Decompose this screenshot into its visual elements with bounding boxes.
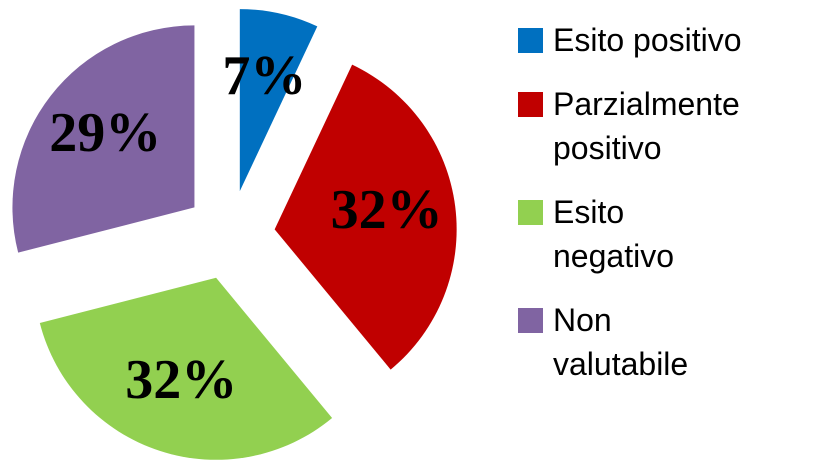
value-label: 32% [125,349,237,411]
value-label: 7% [222,45,306,107]
legend-swatch [518,200,543,225]
legend-item: Esito negativo [518,190,808,278]
legend-item: Non valutabile [518,298,808,386]
legend-item: Parzialmente positivo [518,82,808,170]
legend-label: Non valutabile [553,302,689,382]
legend-swatch [518,308,543,333]
pie-slice [39,277,333,460]
legend: Esito positivo Parzialmente positivo Esito… [518,18,808,406]
legend-swatch [518,92,543,117]
pie-slice [12,25,195,253]
legend-swatch [518,28,543,53]
pie-slice [239,9,318,192]
pie-slice [274,64,457,370]
legend-item: Esito positivo [518,18,808,62]
value-label: 32% [331,179,443,241]
legend-label: Esito positivo [553,22,742,58]
value-label: 29% [49,102,161,164]
legend-label: Esito negativo [553,194,674,274]
legend-label: Parzialmente positivo [553,86,740,166]
